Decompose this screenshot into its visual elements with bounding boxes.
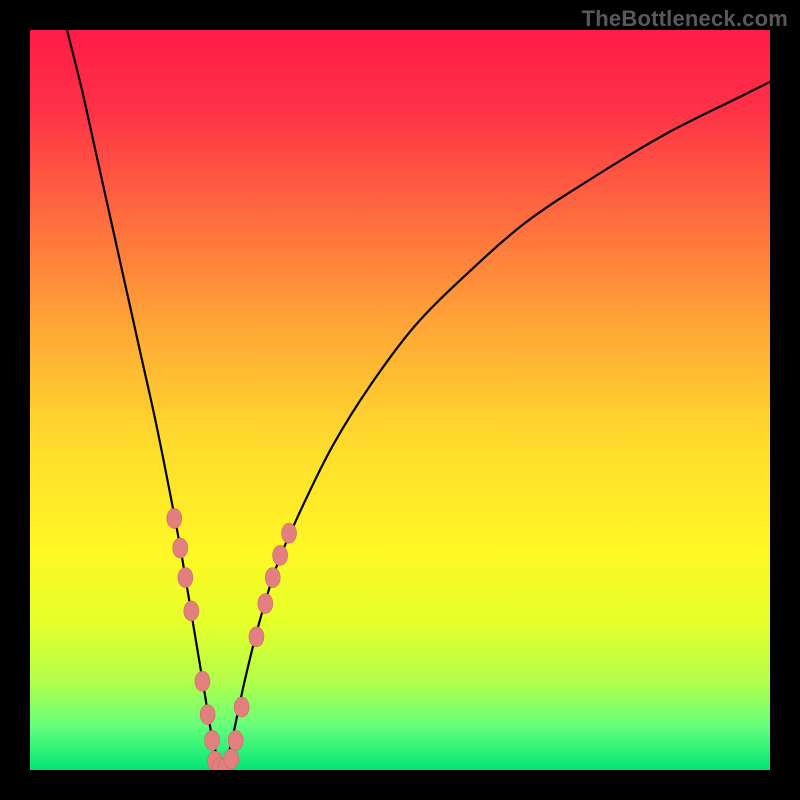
curve-marker [265, 568, 280, 588]
plot-area [30, 30, 770, 770]
curve-marker [234, 697, 249, 717]
curve-marker [273, 545, 288, 565]
curve-marker [224, 749, 239, 769]
curve-marker [282, 523, 297, 543]
gradient-background [30, 30, 770, 770]
curve-marker [167, 508, 182, 528]
curve-marker [178, 568, 193, 588]
chart-svg [30, 30, 770, 770]
curve-marker [195, 671, 210, 691]
curve-marker [173, 538, 188, 558]
outer-frame: TheBottleneck.com [0, 0, 800, 800]
curve-marker [258, 594, 273, 614]
curve-marker [200, 705, 215, 725]
curve-marker [184, 601, 199, 621]
curve-marker [228, 730, 243, 750]
curve-marker [205, 730, 220, 750]
curve-marker [249, 627, 264, 647]
watermark-text: TheBottleneck.com [582, 6, 788, 32]
